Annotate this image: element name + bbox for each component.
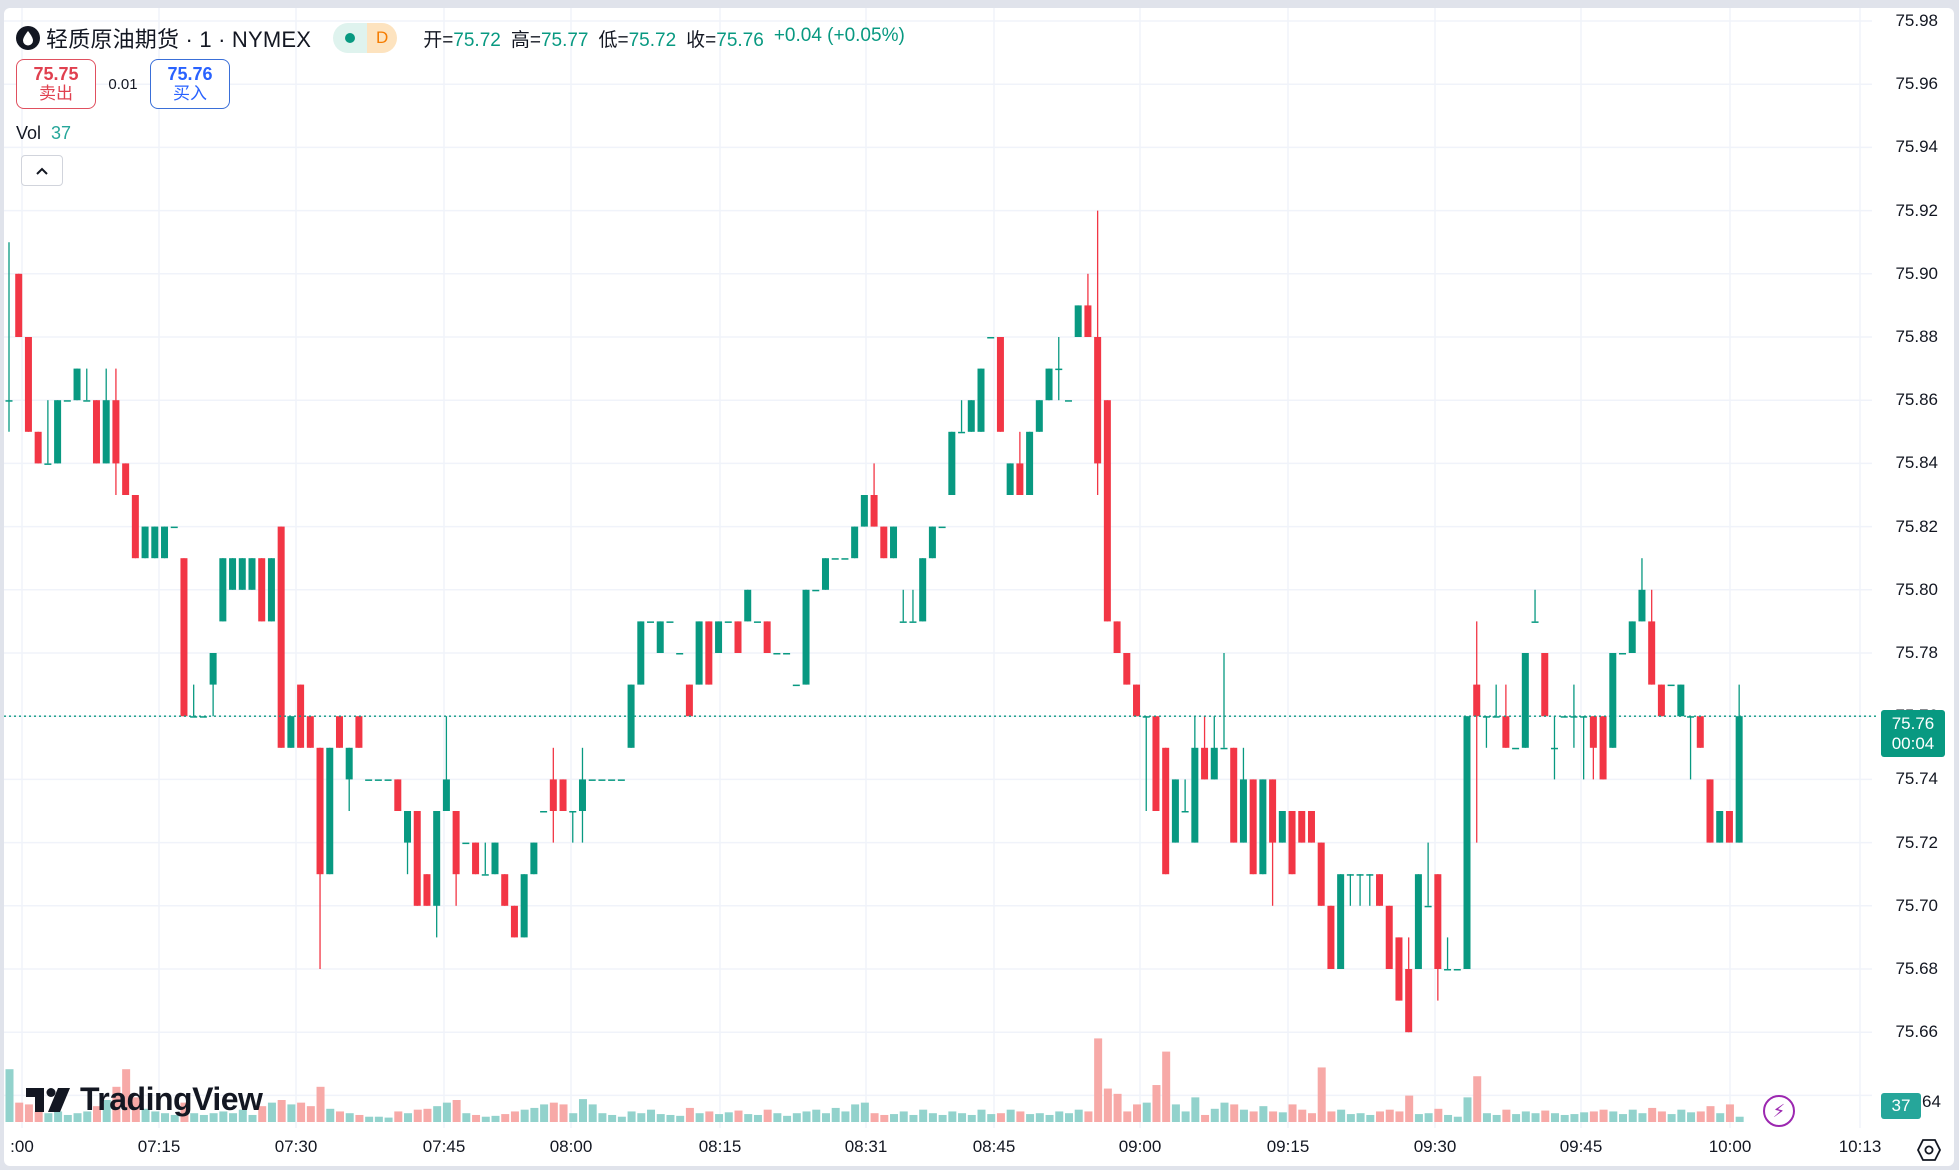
change-value: +0.04 (+0.05%) — [773, 24, 905, 46]
volume-value: 37 — [51, 123, 72, 143]
chevron-up-icon — [36, 167, 48, 175]
tradingview-logo-icon — [26, 1087, 70, 1112]
time-axis-label: 08:45 — [972, 1137, 1016, 1156]
last-price-tag: 75.76 00:04 — [1881, 710, 1945, 757]
close-value: 75.76 — [716, 29, 764, 51]
high-value: 75.77 — [540, 29, 589, 51]
time-axis-label: 07:30 — [274, 1137, 318, 1156]
delayed-badge: D — [367, 23, 398, 53]
volume-tag: 37 — [1881, 1093, 1921, 1119]
ohlc-values: 开=75.72 高=75.77 低=75.72 收=75.76 +0.04 (+… — [423, 25, 905, 52]
sell-price: 75.75 — [33, 64, 79, 84]
spread-value: 0.01 — [108, 75, 138, 93]
symbol-title[interactable]: 轻质原油期货 · 1 · NYMEX — [46, 27, 312, 52]
lightning-icon[interactable]: ⚡ — [1763, 1095, 1795, 1127]
time-axis-label: 08:15 — [698, 1137, 742, 1156]
price-axis-label: 75.82 — [1895, 516, 1938, 536]
price-axis-label: 75.92 — [1895, 200, 1938, 220]
price-axis-label: 75.68 — [1895, 959, 1938, 978]
time-axis-label: 08:31 — [844, 1137, 888, 1156]
price-axis-label: 75.94 — [1895, 137, 1938, 157]
price-chart[interactable] — [4, 8, 1954, 1166]
time-axis-label: 09:15 — [1266, 1137, 1310, 1156]
time-axis-label: 08:00 — [549, 1137, 593, 1156]
price-axis-label: 75.70 — [1895, 895, 1938, 915]
price-axis-label: 64 — [1922, 1092, 1941, 1111]
sell-label: 卖出 — [39, 84, 73, 103]
price-axis-label: 75.66 — [1895, 1022, 1938, 1042]
tradingview-wordmark: TradingView — [80, 1081, 263, 1117]
price-axis-label: 75.72 — [1895, 832, 1938, 852]
price-axis-label: 75.98 — [1895, 11, 1938, 30]
price-axis-label: 75.78 — [1895, 643, 1938, 662]
close-label: 收= — [686, 29, 717, 51]
time-axis-label: 07:15 — [137, 1137, 181, 1156]
buy-button[interactable]: 75.76 买入 — [150, 59, 230, 109]
last-price: 75.76 — [1891, 713, 1935, 733]
bar-countdown: 00:04 — [1891, 733, 1935, 753]
time-axis-label: 07:45 — [422, 1137, 466, 1156]
sell-button[interactable]: 75.75 卖出 — [16, 59, 96, 109]
time-axis-label: 09:30 — [1413, 1137, 1457, 1156]
price-axis-label: 75.84 — [1895, 453, 1938, 473]
symbol-legend: 轻质原油期货 · 1 · NYMEX D 开=75.72 高=75.77 低=7… — [16, 22, 905, 54]
volume-label: Vol — [16, 123, 42, 143]
time-axis-label: 10:13 — [1838, 1137, 1882, 1156]
trade-buttons: 75.75 卖出 0.01 75.76 买入 — [16, 59, 230, 109]
settings-icon[interactable] — [1916, 1137, 1942, 1163]
chart-window: 轻质原油期货 · 1 · NYMEX D 开=75.72 高=75.77 低=7… — [4, 8, 1954, 1166]
time-axis-label: 09:45 — [1559, 1137, 1603, 1156]
oil-drop-icon — [16, 26, 40, 50]
high-label: 高= — [510, 29, 541, 51]
price-axis-label: 75.90 — [1895, 263, 1938, 283]
low-value: 75.72 — [628, 29, 677, 51]
collapse-legend-button[interactable] — [21, 155, 63, 186]
price-axis-label: 75.74 — [1895, 769, 1938, 789]
buy-label: 买入 — [173, 84, 207, 103]
open-label: 开= — [423, 29, 454, 51]
time-axis-label: :00 — [10, 1137, 34, 1156]
time-axis-label: 10:00 — [1708, 1137, 1752, 1156]
buy-price: 75.76 — [167, 64, 213, 84]
tradingview-logo[interactable]: TradingView — [24, 1081, 263, 1118]
price-axis-label: 75.86 — [1895, 390, 1938, 410]
price-axis-label: 75.80 — [1895, 579, 1938, 599]
market-status-badge[interactable]: D — [333, 23, 398, 53]
price-axis-label: 75.96 — [1895, 74, 1938, 94]
volume-legend[interactable]: Vol 37 — [16, 123, 71, 144]
price-axis-label: 75.88 — [1895, 327, 1938, 346]
open-value: 75.72 — [453, 29, 501, 51]
low-label: 低= — [598, 29, 629, 51]
time-axis-label: 09:00 — [1118, 1137, 1162, 1156]
market-open-dot-icon — [345, 33, 356, 43]
